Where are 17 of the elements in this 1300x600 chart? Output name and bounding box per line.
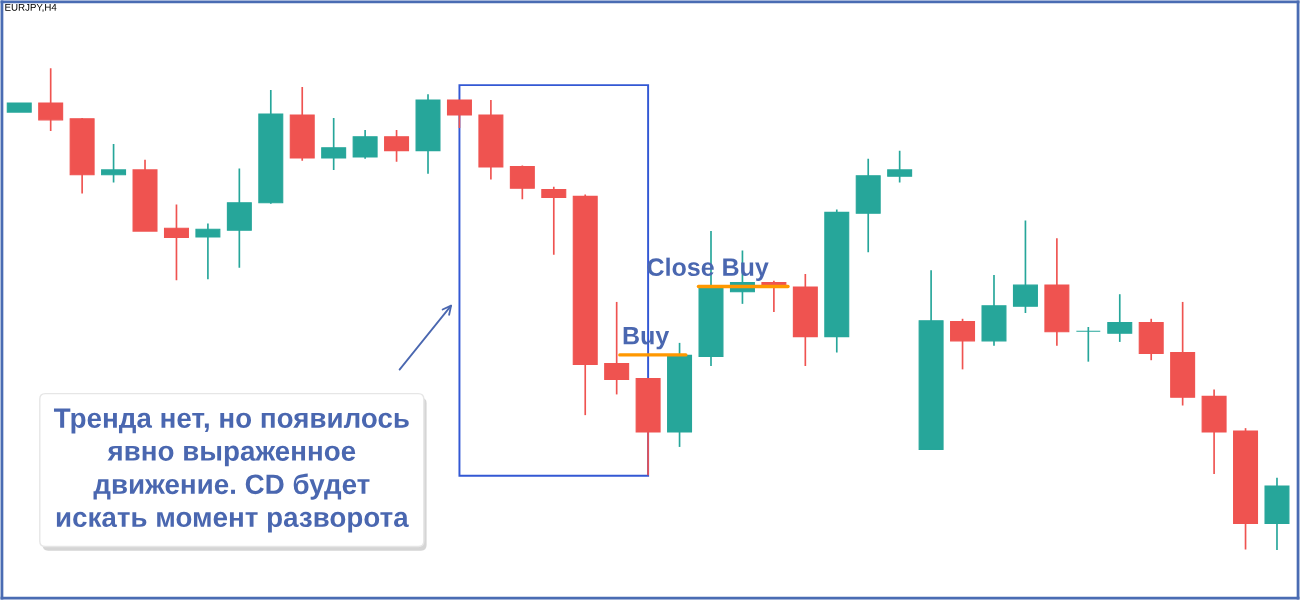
chart-title: EURJPY,H4 [5,3,57,12]
candlestick [163,203,189,282]
candlestick [1075,326,1101,363]
candlestick [38,67,64,132]
candlestick [321,117,347,171]
candlestick [950,317,976,371]
candlestick [195,222,221,281]
candlestick [509,164,535,201]
candlestick [384,129,410,163]
candlestick [1107,293,1133,343]
annotation: Тренда нет, но появилось явно выраженное движение. CD будет искать момент разворота [53,408,409,533]
candlestick [1012,219,1038,314]
candlestick [352,129,378,160]
candlestick [446,99,472,129]
candlestick [887,149,913,184]
candlestick [101,143,127,184]
candlestick [541,185,567,256]
